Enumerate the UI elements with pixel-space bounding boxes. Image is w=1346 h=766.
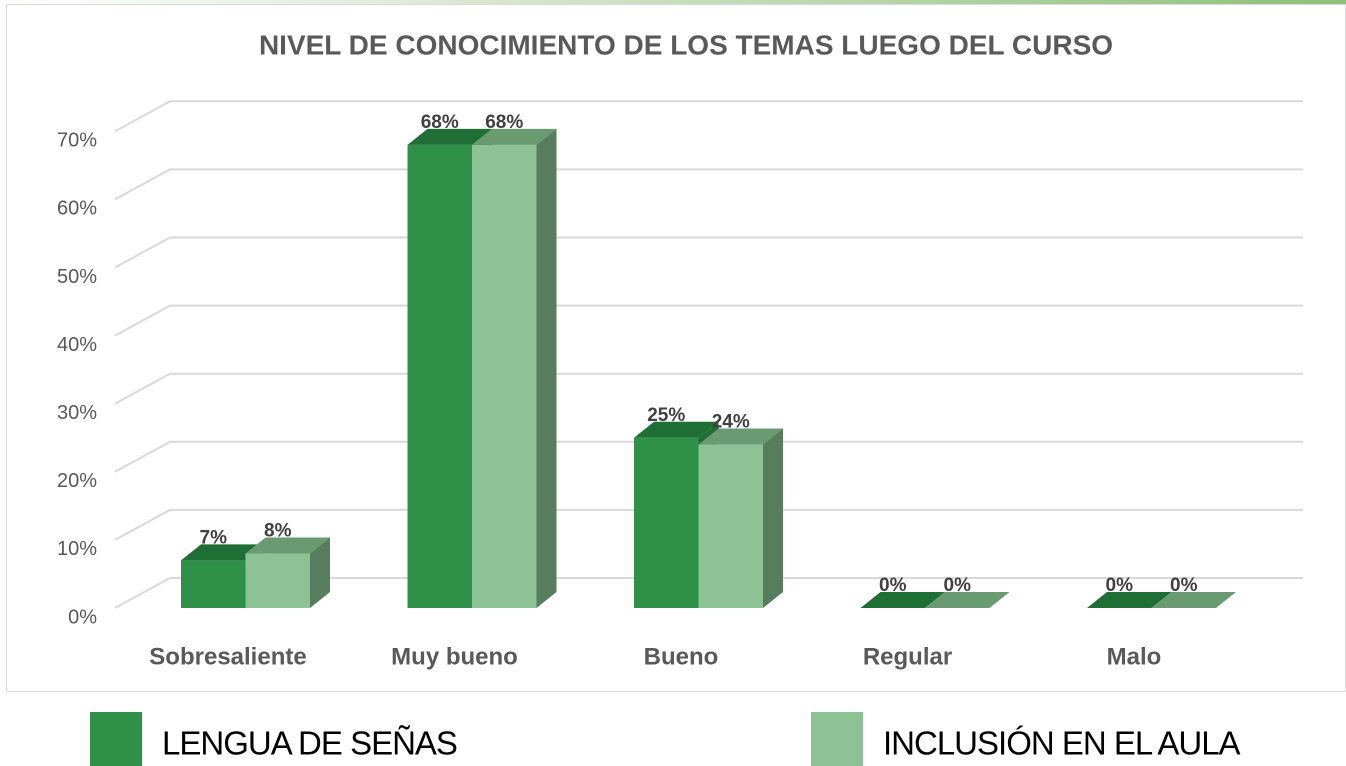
bar-top bbox=[1151, 592, 1236, 608]
legend-label: LENGUA DE SEÑAS bbox=[162, 725, 457, 762]
grid-line-side bbox=[114, 236, 171, 269]
legend-swatch bbox=[90, 712, 142, 766]
x-tick-label: Sobresaliente bbox=[149, 643, 306, 670]
value-label: 7% bbox=[200, 527, 228, 548]
y-tick-label: 0% bbox=[68, 606, 97, 628]
bar-top bbox=[472, 128, 557, 145]
bar-front bbox=[245, 553, 310, 608]
bar-top bbox=[407, 128, 492, 145]
value-label: 0% bbox=[944, 575, 972, 596]
grid-line-side bbox=[114, 440, 171, 473]
bar-top bbox=[860, 592, 945, 608]
x-tick-label: Muy bueno bbox=[391, 643, 518, 670]
bar-side bbox=[310, 537, 330, 608]
x-tick-label: Bueno bbox=[644, 643, 719, 670]
bar-top bbox=[181, 544, 266, 561]
chart-title: NIVEL DE CONOCIMIENTO DE LOS TEMAS LUEGO… bbox=[259, 29, 1113, 60]
top-strip bbox=[0, 0, 1346, 5]
y-tick-label: 30% bbox=[57, 402, 97, 424]
x-tick-label: Regular bbox=[863, 643, 952, 670]
x-tick-label: Malo bbox=[1107, 643, 1162, 670]
bar-front bbox=[698, 444, 763, 608]
value-label: 68% bbox=[485, 112, 523, 133]
bar-front bbox=[472, 144, 537, 609]
value-label: 8% bbox=[264, 521, 292, 542]
bar-front bbox=[407, 144, 472, 609]
legend-label: INCLUSIÓN EN EL AULA bbox=[883, 725, 1241, 762]
y-tick-label: 60% bbox=[57, 198, 97, 220]
grid-line-side bbox=[114, 577, 171, 609]
y-tick-label: 70% bbox=[57, 130, 97, 152]
grid-line-side bbox=[114, 304, 171, 337]
grid-line-side bbox=[114, 100, 171, 133]
bar-top bbox=[698, 428, 783, 445]
grid-line-side bbox=[114, 372, 171, 405]
value-label: 0% bbox=[879, 575, 907, 596]
y-tick-label: 40% bbox=[57, 334, 97, 356]
bar-front bbox=[181, 560, 246, 608]
value-label: 68% bbox=[421, 112, 459, 133]
legend-swatch bbox=[811, 712, 863, 766]
value-label: 25% bbox=[647, 405, 685, 426]
value-label: 0% bbox=[1170, 575, 1198, 596]
y-tick-label: 20% bbox=[57, 470, 97, 492]
grid-line-side bbox=[114, 509, 171, 541]
bar-top bbox=[925, 592, 1010, 608]
bar-side bbox=[763, 428, 783, 608]
value-label: 0% bbox=[1106, 575, 1134, 596]
bar-top bbox=[245, 537, 330, 554]
y-tick-label: 50% bbox=[57, 266, 97, 288]
bar-top bbox=[1087, 592, 1172, 608]
bar-top bbox=[634, 421, 719, 438]
value-label: 24% bbox=[712, 412, 750, 433]
y-tick-label: 10% bbox=[57, 538, 97, 560]
bar-front bbox=[634, 437, 699, 608]
bar-side bbox=[536, 128, 557, 609]
grid-line-side bbox=[114, 168, 171, 201]
